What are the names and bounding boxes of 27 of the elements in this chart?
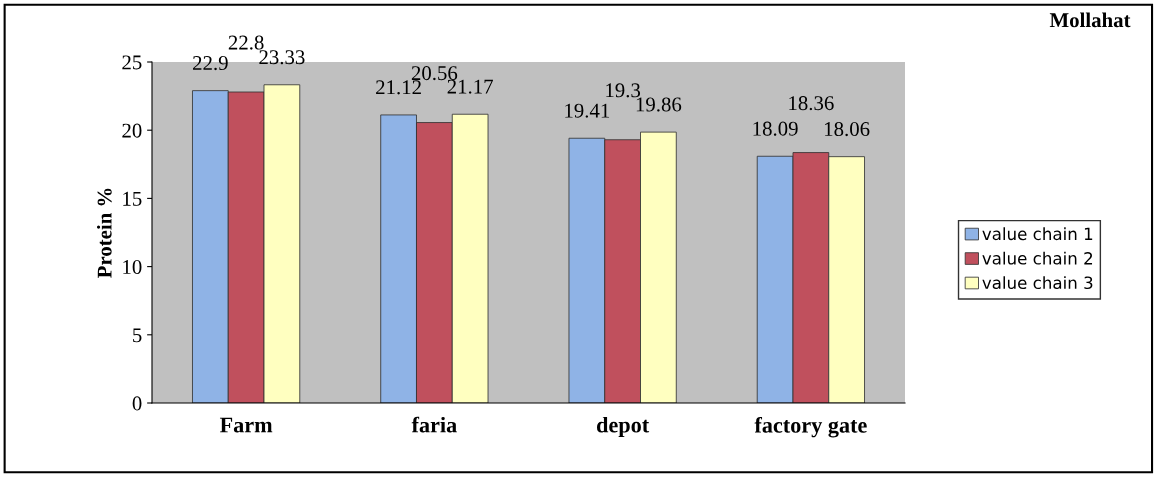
data-label: 19.3 bbox=[606, 83, 641, 98]
x-tick-label: factory gate bbox=[754, 416, 867, 438]
legend-label: value chain 3 bbox=[982, 276, 1093, 290]
data-label: 18.09 bbox=[753, 121, 798, 136]
x-tick-label: Farm bbox=[219, 417, 273, 433]
legend-label: value chain 2 bbox=[982, 251, 1093, 265]
y-tick-label: 15 bbox=[123, 191, 142, 206]
y-tick-label: 10 bbox=[123, 259, 142, 275]
data-label: 22.9 bbox=[193, 56, 228, 71]
data-label: 19.41 bbox=[565, 103, 610, 118]
text: Mollahat bbox=[1049, 12, 1131, 28]
y-tick-label: 20 bbox=[122, 123, 142, 138]
data-label: 19.86 bbox=[636, 97, 682, 112]
x-tick-label: depot bbox=[596, 416, 650, 438]
x-tick-label: faria bbox=[411, 416, 457, 433]
data-label: 22.8 bbox=[228, 35, 264, 50]
y-tick-label: 0 bbox=[132, 396, 142, 411]
legend-label: value chain 1 bbox=[982, 227, 1093, 241]
data-label: 18.36 bbox=[789, 96, 834, 111]
y-axis-title: Protein % bbox=[97, 188, 112, 278]
data-label: 21.17 bbox=[447, 79, 493, 94]
data-label: 23.33 bbox=[259, 50, 305, 65]
data-label: 18.06 bbox=[825, 122, 870, 137]
y-tick-label: 5 bbox=[133, 328, 142, 343]
data-label: 21.12 bbox=[376, 80, 421, 95]
y-tick-label: 25 bbox=[122, 55, 142, 70]
data-label: 20.56 bbox=[411, 66, 458, 81]
